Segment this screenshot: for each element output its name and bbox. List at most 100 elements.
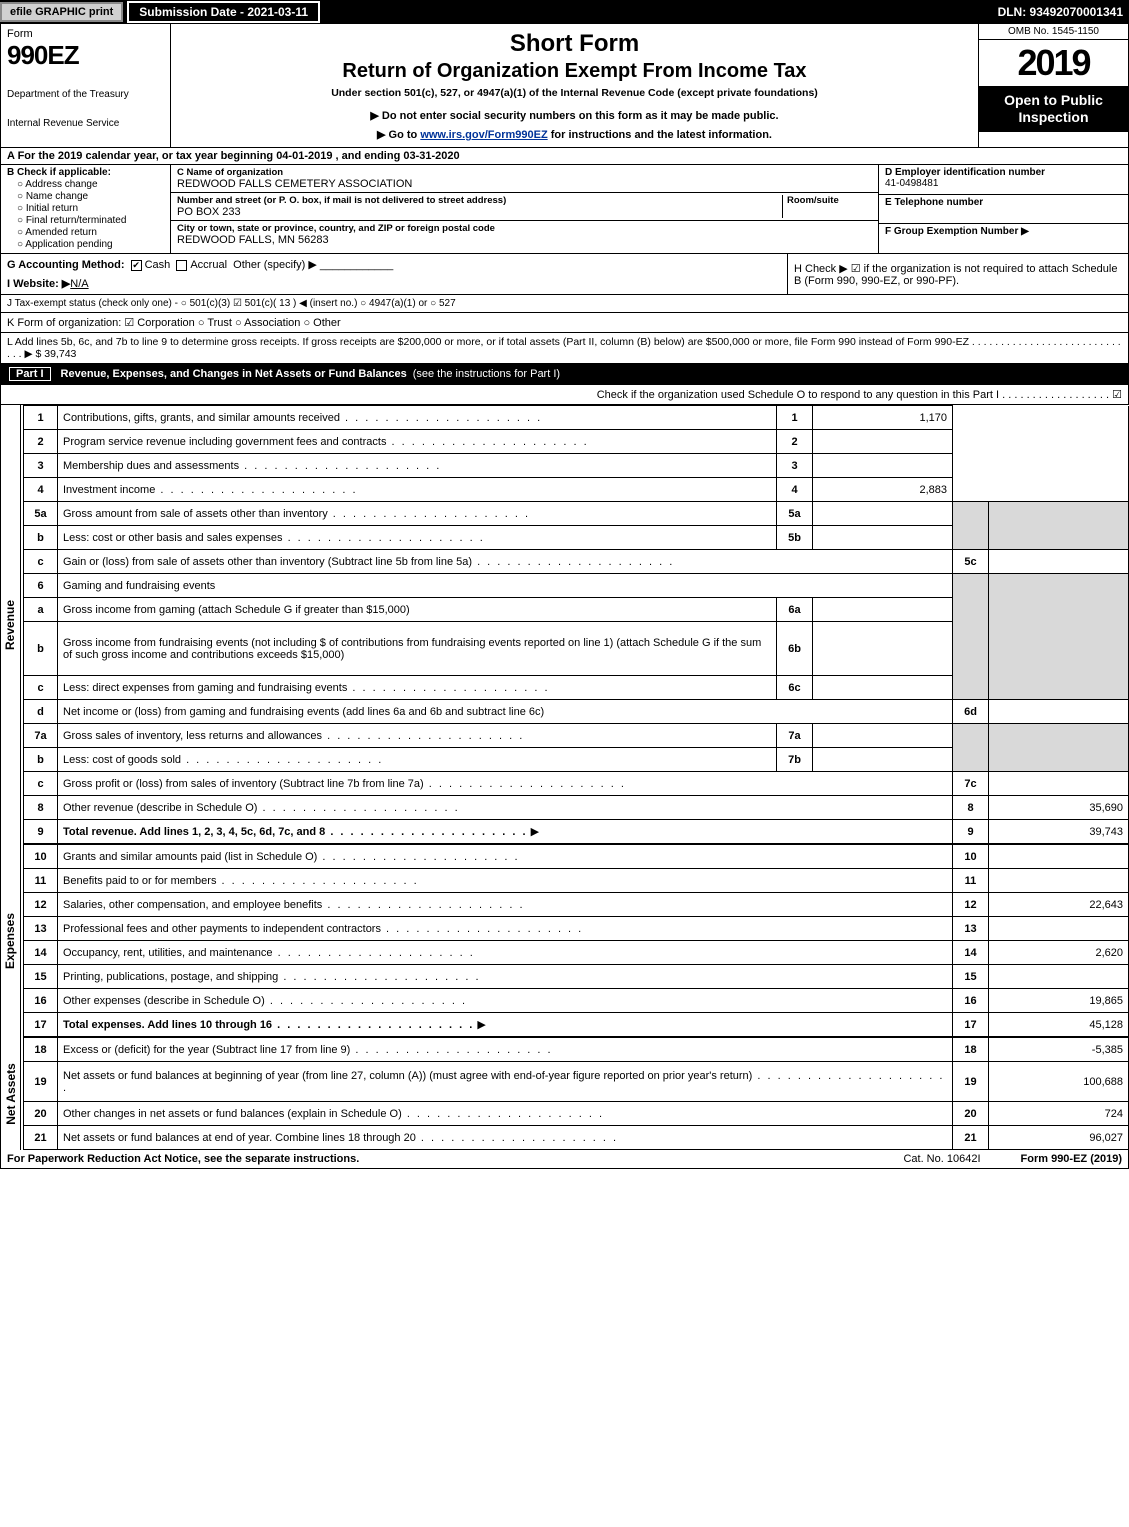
part1-header: Part I Revenue, Expenses, and Changes in… [0,364,1129,385]
r8-rn: 8 [953,796,989,820]
street-label: Number and street (or P. O. box, if mail… [177,195,782,206]
r7a-subval [813,724,953,748]
r20-desc: Other changes in net assets or fund bala… [58,1102,953,1126]
r13-amt [989,917,1129,941]
box-f: F Group Exemption Number ▶ [879,224,1128,253]
street-row: Number and street (or P. O. box, if mail… [171,193,878,221]
r6-grey-amt [989,574,1129,700]
r19-rn: 19 [953,1062,989,1102]
r16-num: 16 [24,989,58,1013]
r8-num: 8 [24,796,58,820]
r3-desc: Membership dues and assessments [58,454,777,478]
r7a-desc: Gross sales of inventory, less returns a… [58,724,777,748]
city-label: City or town, state or province, country… [177,223,872,234]
r12-desc: Salaries, other compensation, and employ… [58,893,953,917]
line-j: J Tax-exempt status (check only one) - ○… [0,295,1129,313]
r17-amt: 45,128 [989,1013,1129,1037]
goto-line: ▶ Go to www.irs.gov/Form990EZ for instru… [181,128,968,141]
form-header: Form 990EZ Department of the Treasury In… [0,24,1129,148]
chk-final-return[interactable]: Final return/terminated [17,215,164,226]
r2-amt [813,430,953,454]
r5c-rn: 5c [953,550,989,574]
r10-num: 10 [24,845,58,869]
line-h: H Check ▶ ☑ if the organization is not r… [788,258,1128,291]
chk-amended-return[interactable]: Amended return [17,227,164,238]
r9-amt: 39,743 [989,820,1129,844]
r5a-sub: 5a [777,502,813,526]
city-row: City or town, state or province, country… [171,221,878,248]
expenses-label: Expenses [4,912,18,968]
r5-grey-amt [989,502,1129,550]
r2-num: 2 [24,430,58,454]
chk-accrual[interactable] [176,260,187,271]
chk-initial-return[interactable]: Initial return [17,203,164,214]
expenses-side-label: Expenses [1,844,21,1037]
r6c-desc: Less: direct expenses from gaming and fu… [58,676,777,700]
r15-amt [989,965,1129,989]
line-gh: G Accounting Method: Cash Accrual Other … [0,254,1129,295]
org-name-row: C Name of organization REDWOOD FALLS CEM… [171,165,878,193]
page-footer: For Paperwork Reduction Act Notice, see … [0,1150,1129,1169]
r7-grey-amt [989,724,1129,772]
netassets-section: Net Assets 18Excess or (deficit) for the… [0,1037,1129,1150]
r13-rn: 13 [953,917,989,941]
r19-desc: Net assets or fund balances at beginning… [58,1062,953,1102]
r5c-desc: Gain or (loss) from sale of assets other… [58,550,953,574]
footer-left: For Paperwork Reduction Act Notice, see … [7,1153,359,1165]
info-block: B Check if applicable: Address change Na… [0,165,1129,254]
title-long: Return of Organization Exempt From Incom… [181,60,968,83]
chk-cash[interactable] [131,260,142,271]
r12-amt: 22,643 [989,893,1129,917]
r16-rn: 16 [953,989,989,1013]
r6d-desc: Net income or (loss) from gaming and fun… [58,700,953,724]
r5a-num: 5a [24,502,58,526]
irs-link[interactable]: www.irs.gov/Form990EZ [420,129,547,141]
r7a-num: 7a [24,724,58,748]
r7b-subval [813,748,953,772]
r5a-desc: Gross amount from sale of assets other t… [58,502,777,526]
r10-amt [989,845,1129,869]
revenue-table: 1Contributions, gifts, grants, and simil… [23,405,1129,844]
r16-amt: 19,865 [989,989,1129,1013]
chk-application-pending[interactable]: Application pending [17,239,164,250]
line-l: L Add lines 5b, 6c, and 7b to line 9 to … [0,333,1129,364]
r20-rn: 20 [953,1102,989,1126]
r13-desc: Professional fees and other payments to … [58,917,953,941]
r1-amt: 1,170 [813,406,953,430]
line-a: A For the 2019 calendar year, or tax yea… [0,148,1129,165]
r7-grey [953,724,989,772]
r6a-sub: 6a [777,598,813,622]
r13-num: 13 [24,917,58,941]
website-label: I Website: ▶ [7,278,70,290]
netassets-label: Net Assets [4,1063,18,1125]
street-value: PO BOX 233 [177,206,782,218]
r7a-sub: 7a [777,724,813,748]
r6-num: 6 [24,574,58,598]
r4-rn: 4 [777,478,813,502]
header-right: OMB No. 1545-1150 2019 Open to Public In… [978,24,1128,147]
efile-print-button[interactable]: efile GRAPHIC print [0,2,123,22]
r17-num: 17 [24,1013,58,1037]
r18-num: 18 [24,1038,58,1062]
r17-desc: Total expenses. Add lines 10 through 16 … [58,1013,953,1037]
r6b-num: b [24,622,58,676]
org-name-value: REDWOOD FALLS CEMETERY ASSOCIATION [177,178,872,190]
r12-num: 12 [24,893,58,917]
r20-num: 20 [24,1102,58,1126]
city-value: REDWOOD FALLS, MN 56283 [177,234,872,246]
r6d-amt [989,700,1129,724]
r4-num: 4 [24,478,58,502]
part1-num: Part I [9,367,51,381]
r9-num: 9 [24,820,58,844]
r1-num: 1 [24,406,58,430]
chk-address-change[interactable]: Address change [17,179,164,190]
ein-value: 41-0498481 [885,178,1122,189]
title-short: Short Form [181,30,968,58]
r5b-desc: Less: cost or other basis and sales expe… [58,526,777,550]
r1-rn: 1 [777,406,813,430]
r12-rn: 12 [953,893,989,917]
r18-desc: Excess or (deficit) for the year (Subtra… [58,1038,953,1062]
r21-amt: 96,027 [989,1126,1129,1150]
header-center: Short Form Return of Organization Exempt… [171,24,978,147]
chk-name-change[interactable]: Name change [17,191,164,202]
